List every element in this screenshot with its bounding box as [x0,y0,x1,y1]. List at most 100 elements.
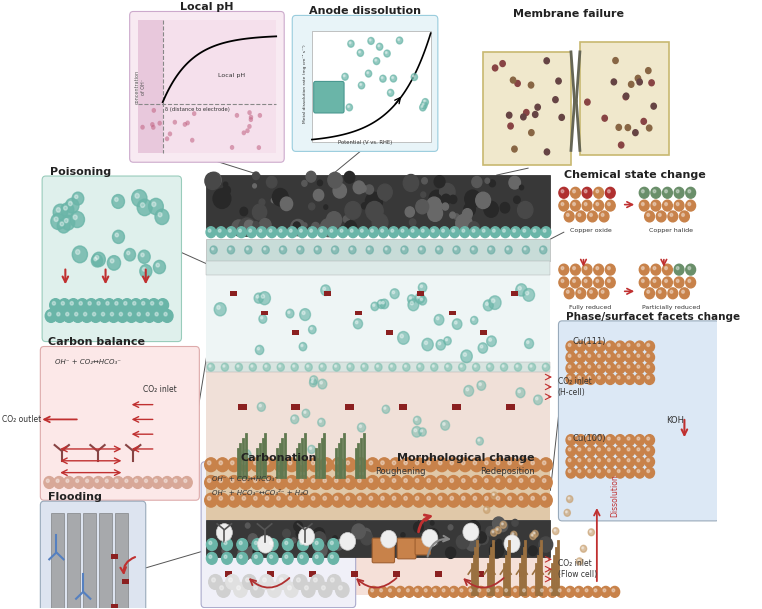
Circle shape [314,528,325,540]
Circle shape [596,373,605,384]
Circle shape [216,582,230,597]
Circle shape [292,222,297,229]
Circle shape [264,365,267,367]
Circle shape [132,190,147,206]
Circle shape [503,229,505,232]
Circle shape [421,298,422,300]
Circle shape [246,248,248,250]
Circle shape [367,246,373,254]
Circle shape [346,496,350,500]
Circle shape [596,203,599,206]
Circle shape [408,299,419,311]
Circle shape [285,582,298,597]
Text: Redeposition: Redeposition [480,466,535,476]
Circle shape [349,42,351,44]
Circle shape [607,459,610,462]
Circle shape [533,229,536,232]
Circle shape [149,199,163,215]
Circle shape [460,365,463,367]
Bar [261,311,268,315]
Circle shape [297,458,309,471]
Circle shape [501,363,507,371]
Circle shape [302,311,305,315]
Circle shape [83,477,94,488]
Circle shape [480,345,483,348]
Circle shape [331,493,344,507]
Circle shape [422,586,432,597]
Circle shape [148,298,159,312]
Circle shape [205,493,217,507]
Circle shape [462,229,465,232]
Circle shape [642,280,644,283]
Circle shape [581,547,584,549]
Circle shape [291,363,298,371]
Circle shape [255,345,264,354]
Circle shape [511,227,520,238]
Circle shape [158,213,162,217]
Circle shape [377,586,387,597]
Circle shape [605,188,615,198]
Circle shape [248,533,258,544]
Circle shape [205,458,217,471]
Circle shape [489,543,504,558]
Circle shape [605,456,615,467]
Circle shape [664,280,668,283]
Circle shape [66,479,69,482]
Bar [291,404,300,410]
Bar [293,330,299,335]
Circle shape [588,448,591,451]
Circle shape [272,189,288,206]
Circle shape [262,458,275,471]
Bar [511,291,518,296]
Circle shape [494,493,506,507]
Circle shape [254,461,257,465]
Circle shape [139,298,151,312]
Circle shape [682,213,684,216]
Circle shape [473,479,477,482]
Circle shape [150,122,155,127]
Circle shape [219,586,223,590]
Text: CO₂ inlet
(H-cell): CO₂ inlet (H-cell) [558,377,591,396]
Circle shape [516,365,518,367]
Circle shape [85,298,97,312]
Circle shape [50,298,61,312]
Circle shape [95,479,98,482]
Circle shape [635,456,645,467]
Circle shape [320,381,322,384]
Circle shape [413,458,425,471]
Circle shape [344,476,356,490]
Circle shape [502,365,504,367]
Circle shape [596,435,605,446]
Circle shape [252,172,259,180]
Circle shape [320,493,333,507]
Circle shape [411,544,418,551]
Circle shape [378,184,392,200]
Circle shape [300,461,303,465]
Circle shape [293,417,295,419]
Circle shape [207,461,211,465]
Circle shape [532,589,534,592]
Bar [418,291,424,296]
Circle shape [456,214,472,233]
Circle shape [447,458,459,471]
Bar [312,31,431,141]
Circle shape [286,309,294,318]
Circle shape [424,493,437,507]
Circle shape [531,227,541,238]
Circle shape [656,211,666,222]
Circle shape [104,298,115,312]
Circle shape [247,227,257,238]
Circle shape [165,136,169,141]
Circle shape [576,363,586,373]
Circle shape [140,203,145,208]
Circle shape [540,589,543,592]
Circle shape [360,83,361,85]
Bar [386,330,393,335]
Circle shape [305,586,309,590]
Circle shape [251,493,264,507]
Circle shape [466,388,469,391]
Circle shape [318,180,322,186]
Circle shape [296,530,303,537]
Circle shape [94,298,106,312]
Circle shape [632,130,638,136]
